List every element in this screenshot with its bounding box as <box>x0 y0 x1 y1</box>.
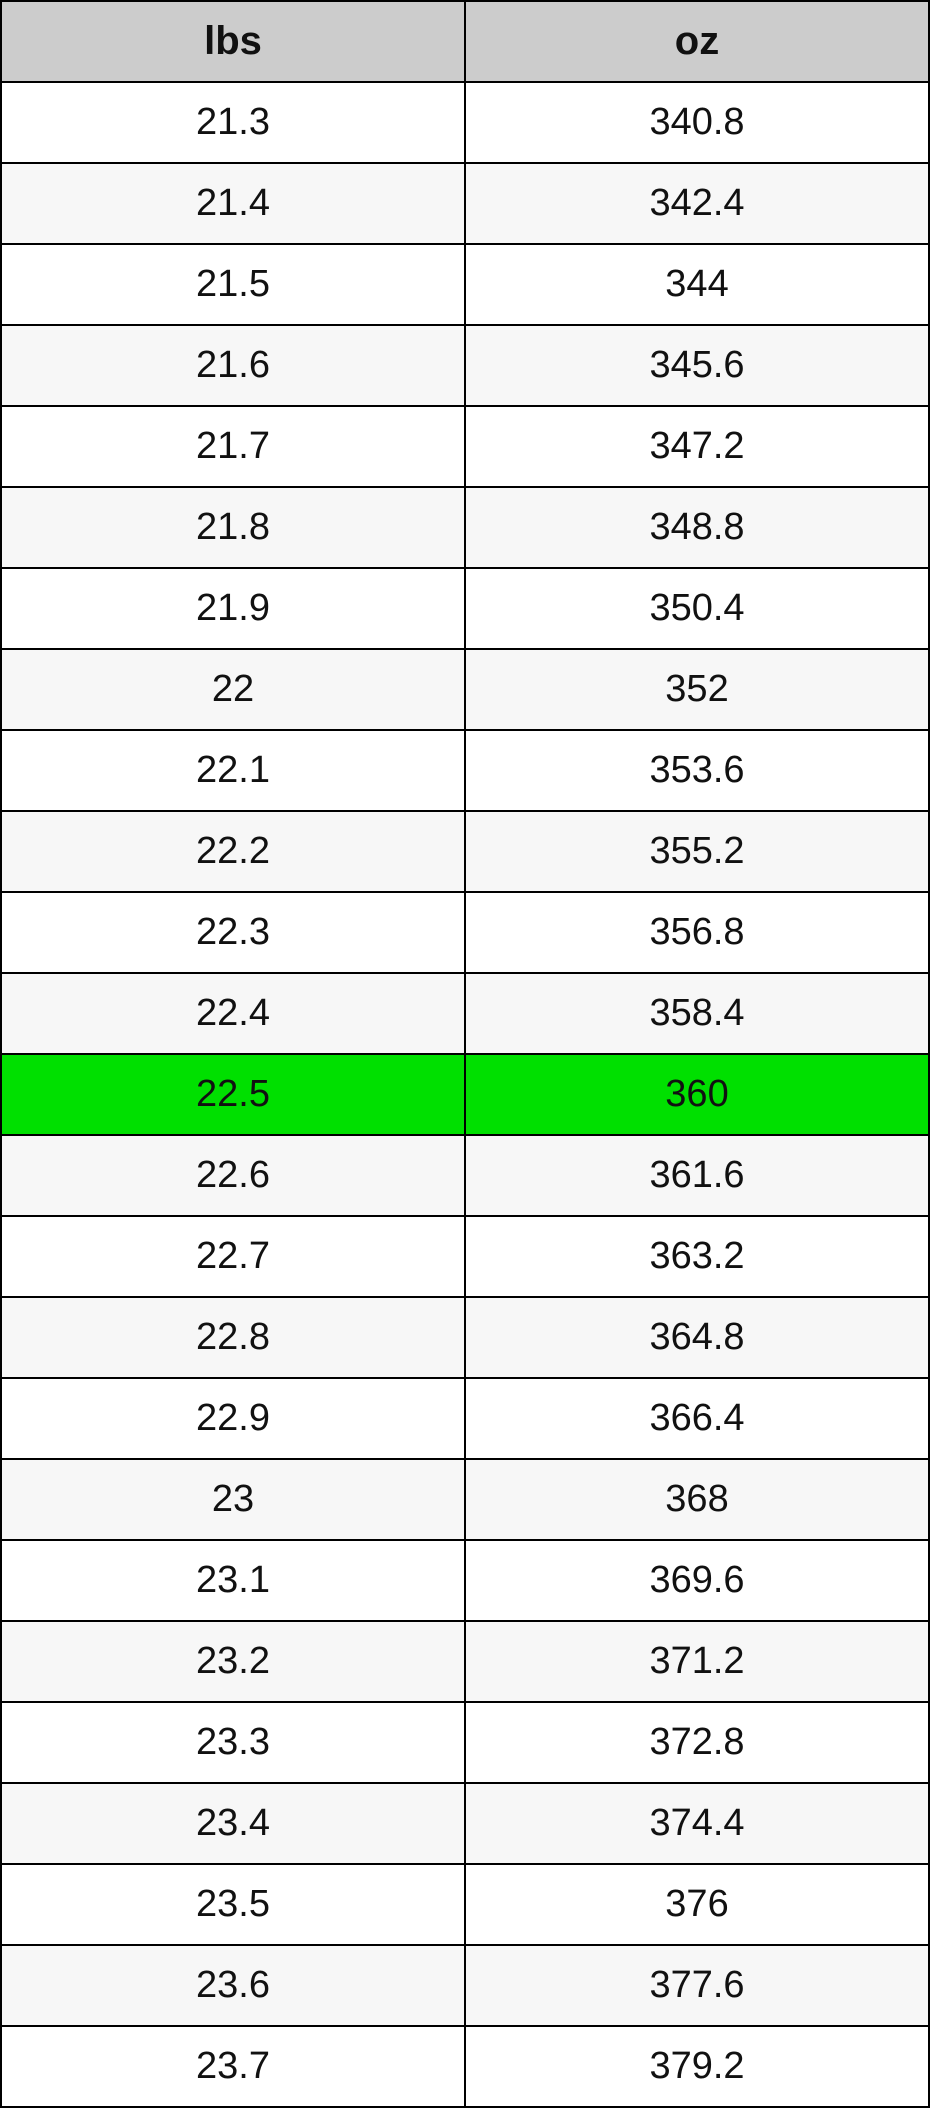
table-row: 23.7379.2 <box>1 2026 929 2107</box>
cell-oz: 348.8 <box>465 487 929 568</box>
cell-lbs: 23.2 <box>1 1621 465 1702</box>
cell-lbs: 22.4 <box>1 973 465 1054</box>
table-row: 21.9350.4 <box>1 568 929 649</box>
table-row: 22.1353.6 <box>1 730 929 811</box>
table-header-row: lbs oz <box>1 1 929 82</box>
table-row: 22.2355.2 <box>1 811 929 892</box>
cell-oz: 345.6 <box>465 325 929 406</box>
cell-oz: 372.8 <box>465 1702 929 1783</box>
table-row: 22.5360 <box>1 1054 929 1135</box>
table-body: 21.3340.821.4342.421.534421.6345.621.734… <box>1 82 929 2107</box>
table-row: 23368 <box>1 1459 929 1540</box>
cell-oz: 356.8 <box>465 892 929 973</box>
cell-lbs: 23.1 <box>1 1540 465 1621</box>
cell-lbs: 22.9 <box>1 1378 465 1459</box>
cell-oz: 377.6 <box>465 1945 929 2026</box>
cell-lbs: 21.3 <box>1 82 465 163</box>
cell-oz: 368 <box>465 1459 929 1540</box>
table-row: 21.6345.6 <box>1 325 929 406</box>
table-row: 23.2371.2 <box>1 1621 929 1702</box>
table-row: 22352 <box>1 649 929 730</box>
cell-lbs: 21.8 <box>1 487 465 568</box>
table-row: 23.6377.6 <box>1 1945 929 2026</box>
cell-lbs: 22.2 <box>1 811 465 892</box>
cell-oz: 340.8 <box>465 82 929 163</box>
table-row: 22.9366.4 <box>1 1378 929 1459</box>
table-row: 21.5344 <box>1 244 929 325</box>
table-row: 22.4358.4 <box>1 973 929 1054</box>
cell-lbs: 21.9 <box>1 568 465 649</box>
cell-oz: 364.8 <box>465 1297 929 1378</box>
conversion-table: lbs oz 21.3340.821.4342.421.534421.6345.… <box>0 0 930 2108</box>
table-row: 21.4342.4 <box>1 163 929 244</box>
table-row: 23.1369.6 <box>1 1540 929 1621</box>
cell-oz: 374.4 <box>465 1783 929 1864</box>
cell-lbs: 21.5 <box>1 244 465 325</box>
cell-lbs: 22.3 <box>1 892 465 973</box>
column-header-oz: oz <box>465 1 929 82</box>
cell-oz: 361.6 <box>465 1135 929 1216</box>
table-row: 22.7363.2 <box>1 1216 929 1297</box>
cell-oz: 358.4 <box>465 973 929 1054</box>
table-row: 21.8348.8 <box>1 487 929 568</box>
cell-lbs: 23.3 <box>1 1702 465 1783</box>
cell-lbs: 23 <box>1 1459 465 1540</box>
cell-lbs: 22.6 <box>1 1135 465 1216</box>
cell-oz: 371.2 <box>465 1621 929 1702</box>
cell-oz: 342.4 <box>465 163 929 244</box>
cell-lbs: 23.5 <box>1 1864 465 1945</box>
cell-lbs: 21.4 <box>1 163 465 244</box>
cell-oz: 366.4 <box>465 1378 929 1459</box>
cell-lbs: 23.7 <box>1 2026 465 2107</box>
table-row: 22.8364.8 <box>1 1297 929 1378</box>
table-row: 23.4374.4 <box>1 1783 929 1864</box>
cell-oz: 379.2 <box>465 2026 929 2107</box>
cell-oz: 352 <box>465 649 929 730</box>
table-row: 21.7347.2 <box>1 406 929 487</box>
cell-lbs: 22 <box>1 649 465 730</box>
table-row: 23.3372.8 <box>1 1702 929 1783</box>
cell-oz: 369.6 <box>465 1540 929 1621</box>
cell-lbs: 22.7 <box>1 1216 465 1297</box>
cell-lbs: 22.5 <box>1 1054 465 1135</box>
cell-oz: 355.2 <box>465 811 929 892</box>
column-header-lbs: lbs <box>1 1 465 82</box>
cell-lbs: 21.6 <box>1 325 465 406</box>
cell-lbs: 22.1 <box>1 730 465 811</box>
table-row: 21.3340.8 <box>1 82 929 163</box>
cell-oz: 363.2 <box>465 1216 929 1297</box>
table-row: 22.6361.6 <box>1 1135 929 1216</box>
cell-lbs: 23.6 <box>1 1945 465 2026</box>
cell-lbs: 23.4 <box>1 1783 465 1864</box>
cell-lbs: 21.7 <box>1 406 465 487</box>
cell-lbs: 22.8 <box>1 1297 465 1378</box>
cell-oz: 344 <box>465 244 929 325</box>
cell-oz: 350.4 <box>465 568 929 649</box>
cell-oz: 353.6 <box>465 730 929 811</box>
table-row: 22.3356.8 <box>1 892 929 973</box>
cell-oz: 347.2 <box>465 406 929 487</box>
cell-oz: 376 <box>465 1864 929 1945</box>
table-row: 23.5376 <box>1 1864 929 1945</box>
cell-oz: 360 <box>465 1054 929 1135</box>
